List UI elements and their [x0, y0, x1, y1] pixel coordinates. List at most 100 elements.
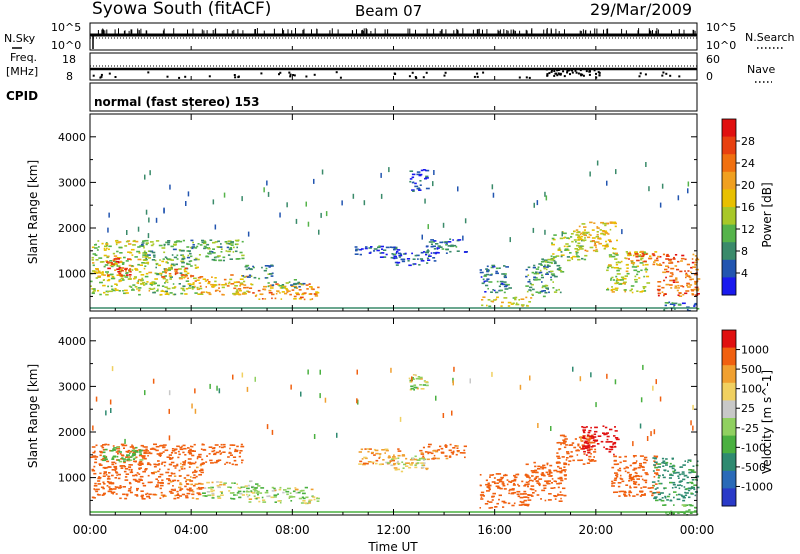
power-colorbar-swatch-3 [722, 171, 736, 190]
freq-tick-low: 8 [66, 70, 73, 83]
power-colorbar-tick-5: 8 [741, 245, 748, 258]
x-tick-4: 16:00 [477, 523, 512, 537]
power-colorbar-swatch-4 [722, 189, 736, 208]
velocity-colorbar-swatch-9 [722, 488, 736, 507]
velocity-cell-1 [102, 446, 144, 463]
power-cell-8 [242, 264, 274, 280]
velocity-colorbar-swatch-7 [722, 453, 736, 472]
x-tick-6: 00:00 [680, 523, 715, 537]
power-cell-17 [575, 221, 618, 253]
velocity-cell-11 [525, 461, 568, 502]
power-colorbar-swatch-8 [722, 259, 736, 278]
power-ytick-1: 2000 [58, 222, 86, 235]
power-colorbar-swatch-0 [722, 119, 736, 138]
nsky-tick-high: 10^5 [51, 21, 81, 34]
cpid-panel-frame [89, 82, 698, 112]
power-ytick-2: 3000 [58, 176, 86, 189]
velocity-ytick-1: 2000 [58, 426, 86, 439]
power-colorbar-tick-1: 24 [741, 157, 755, 170]
velocity-colorbar-tick-0: 1000 [741, 344, 769, 357]
velocity-cell-5 [246, 486, 320, 505]
power-colorbar-swatch-9 [722, 277, 736, 296]
velocity-cell-15 [651, 457, 700, 502]
beam-title: Beam 07 [355, 2, 422, 20]
x-tick-0: 00:00 [73, 523, 108, 537]
cpid-label: CPID [6, 89, 38, 103]
velocity-cell-4 [202, 480, 261, 500]
power-panel: 1000 2000 3000 4000 Slant Range [km] [26, 113, 701, 312]
power-colorbar-tick-3: 16 [741, 201, 755, 214]
velocity-colorbar: 1000 500 100 25 -25 -100 -500 -1000 [721, 329, 773, 507]
power-colorbar-swatch-5 [722, 207, 736, 226]
velocity-colorbar-tick-5: -100 [741, 441, 766, 454]
nsky-trace [90, 33, 697, 39]
power-cell-6 [252, 283, 320, 301]
velocity-cell-7 [386, 454, 430, 473]
power-ylabel: Slant Range [km] [26, 160, 40, 264]
power-cell-15 [525, 257, 565, 298]
velocity-colorbar-swatch-1 [722, 347, 736, 366]
velocity-colorbar-swatch-4 [722, 400, 736, 419]
power-ytick-3: 4000 [58, 131, 86, 144]
x-tick-3: 12:00 [376, 523, 411, 537]
velocity-ytick-3: 4000 [58, 335, 86, 348]
power-cell-10 [394, 251, 437, 267]
power-colorbar-swatch-6 [722, 224, 736, 243]
nave-tick-low: 0 [706, 70, 713, 83]
power-cell-12 [409, 169, 430, 192]
power-colorbar-tick-6: 4 [741, 267, 748, 280]
power-colorbar: 28 24 20 16 12 8 4 [721, 118, 755, 296]
velocity-cell-14 [611, 455, 661, 497]
velocity-colorbar-label: Velocity [m s^-1] [760, 370, 774, 474]
velocity-colorbar-swatch-5 [722, 418, 736, 437]
velocity-cell-13 [581, 425, 620, 456]
freq-trace [90, 65, 697, 71]
freq-dots [92, 68, 681, 79]
velocity-cell-8 [419, 443, 467, 460]
power-ytick-0: 1000 [58, 268, 86, 281]
power-cell-21 [663, 301, 700, 312]
velocity-colorbar-tick-1: 500 [741, 363, 762, 376]
power-sparse-echoes [107, 160, 690, 243]
nsearch-tick-low: 10^0 [706, 39, 736, 52]
velocity-ylabel: Slant Range [km] [26, 364, 40, 468]
velocity-colorbar-tick-7: -1000 [741, 480, 773, 493]
x-tick-1: 04:00 [174, 523, 209, 537]
velocity-colorbar-tick-2: 100 [741, 383, 762, 396]
power-cell-13 [479, 264, 512, 294]
power-colorbar-tick-2: 20 [741, 179, 755, 192]
power-cell-16 [550, 230, 588, 262]
power-colorbar-tick-4: 12 [741, 223, 755, 236]
nsky-tick-low: 10^0 [51, 39, 81, 52]
velocity-panel: 1000 2000 3000 4000 Slant Range [km] [26, 317, 700, 516]
power-cell-19 [628, 250, 659, 266]
power-cell-1 [106, 257, 132, 277]
power-cell-4 [140, 239, 245, 262]
freq-label-line2: [MHz] [6, 65, 38, 78]
velocity-colorbar-swatch-8 [722, 470, 736, 489]
velocity-colorbar-swatch-0 [722, 330, 736, 349]
power-cell-7 [267, 279, 306, 289]
nave-tick-high: 60 [706, 53, 720, 66]
nsky-spikes [92, 28, 696, 49]
power-colorbar-swatch-1 [722, 136, 736, 155]
velocity-cells [90, 364, 700, 516]
freq-tick-high: 18 [62, 53, 76, 66]
cpid-value: normal (fast stereo) 153 [94, 95, 260, 109]
velocity-colorbar-tick-4: -25 [741, 422, 759, 435]
nsearch-label: N.Search [745, 31, 795, 44]
nsky-label: N.Sky [4, 32, 36, 45]
velocity-colorbar-swatch-6 [722, 435, 736, 454]
power-colorbar-tick-0: 28 [741, 135, 755, 148]
power-colorbar-swatch-7 [722, 242, 736, 261]
date-title: 29/Mar/2009 [590, 0, 692, 19]
nsearch-tick-high: 10^5 [706, 21, 736, 34]
velocity-y-axis: 1000 2000 3000 4000 [58, 335, 697, 501]
velocity-cell-3 [140, 443, 245, 466]
velocity-colorbar-swatch-2 [722, 365, 736, 384]
x-tick-2: 08:00 [275, 523, 310, 537]
velocity-colorbar-tick-3: 25 [741, 402, 755, 415]
power-cell-3 [161, 267, 195, 280]
power-cell-14 [481, 296, 533, 308]
